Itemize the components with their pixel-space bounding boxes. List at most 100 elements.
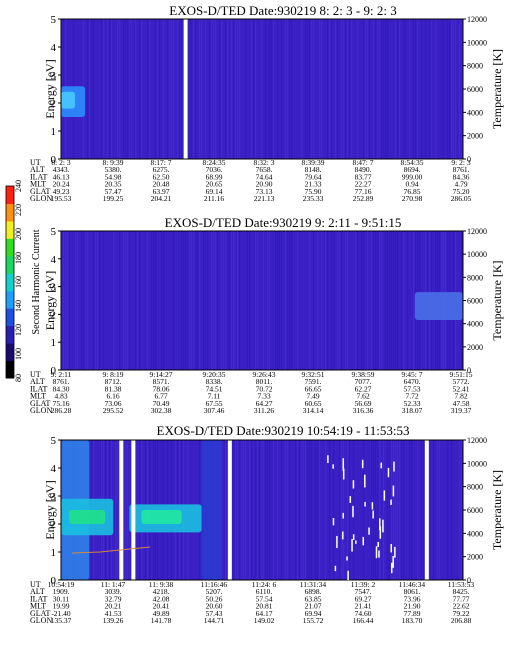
texture-streak — [459, 440, 461, 580]
noise-streak — [390, 562, 393, 574]
texture-streak — [237, 231, 239, 370]
ephemeris-row-label: MLT — [30, 602, 46, 611]
texture-streak — [373, 19, 375, 159]
texture-streak — [163, 19, 165, 159]
ephemeris-value: 74.60 — [355, 609, 372, 618]
texture-streak — [241, 231, 243, 370]
texture-streak — [99, 19, 101, 159]
texture-streak — [341, 440, 343, 580]
texture-streak — [443, 440, 445, 580]
ephemeris-value: 166.44 — [353, 616, 374, 625]
texture-streak — [93, 19, 95, 159]
temperature-axis-label: Temperature [K] — [490, 260, 504, 340]
energy-tick-label: 1 — [51, 547, 57, 559]
ephemeris-value: 54.98 — [105, 172, 122, 181]
ephemeris-value: 9:20:35 — [203, 370, 226, 379]
texture-streak — [169, 19, 171, 159]
texture-streak — [431, 440, 433, 580]
noise-streak — [364, 501, 366, 507]
texture-streak — [397, 19, 399, 159]
texture-streak — [253, 440, 255, 580]
texture-streak — [155, 19, 157, 159]
texture-streak — [359, 19, 361, 159]
texture-streak — [365, 231, 367, 370]
ephemeris-value: 139.26 — [103, 616, 124, 625]
texture-streak — [425, 19, 427, 159]
noise-streak — [378, 550, 380, 558]
texture-streak — [279, 231, 281, 370]
ephemeris-row-label: GLON — [30, 616, 52, 625]
texture-streak — [107, 19, 109, 159]
ephemeris-value: 144.71 — [204, 616, 225, 625]
ephemeris-value: 8148. — [305, 165, 322, 174]
texture-streak — [419, 440, 421, 580]
texture-streak — [221, 19, 223, 159]
texture-streak — [211, 231, 213, 370]
texture-streak — [263, 440, 265, 580]
texture-streak — [253, 19, 255, 159]
ephemeris-value: 57.54 — [256, 594, 273, 603]
ephemeris-value: 32.79 — [105, 594, 122, 603]
ephemeris-row-label: ILAT — [30, 172, 47, 181]
ephemeris-value: 8761. — [53, 377, 70, 386]
texture-streak — [201, 19, 203, 159]
texture-streak — [113, 440, 115, 580]
colorbar-segment — [6, 308, 14, 327]
texture-streak — [283, 19, 285, 159]
texture-streak — [113, 19, 115, 159]
ephemeris-value: 77.77 — [453, 594, 470, 603]
texture-streak — [257, 231, 259, 370]
ephemeris-value: 9:38:59 — [352, 370, 375, 379]
noise-streak — [390, 543, 392, 553]
texture-streak — [297, 19, 299, 159]
texture-streak — [427, 19, 429, 159]
spectral-feature — [61, 91, 76, 109]
texture-streak — [119, 19, 121, 159]
texture-streak — [67, 231, 69, 370]
ephemeris-row-label: UT — [30, 370, 41, 379]
ephemeris-value: 81.38 — [105, 384, 122, 393]
ephemeris-value: 7.82 — [454, 392, 467, 401]
colorbar-frame — [5, 185, 15, 379]
texture-streak — [407, 231, 409, 370]
texture-streak — [363, 440, 365, 580]
ephemeris-value: 6275. — [153, 165, 170, 174]
texture-streak — [147, 231, 149, 370]
texture-streak — [287, 231, 289, 370]
texture-streak — [381, 440, 383, 580]
ephemeris-value: 999.00 — [402, 172, 423, 181]
texture-streak — [329, 231, 331, 370]
texture-streak — [367, 19, 369, 159]
ephemeris-value: 63.85 — [305, 594, 322, 603]
texture-streak — [249, 440, 251, 580]
texture-streak — [305, 440, 307, 580]
colorbar-tick-label: 220 — [14, 204, 23, 216]
ephemeris-value: 68.99 — [206, 172, 223, 181]
texture-streak — [267, 19, 269, 159]
texture-streak — [129, 231, 131, 370]
texture-streak — [377, 19, 379, 159]
ephemeris-value: 30.11 — [53, 594, 70, 603]
noise-streak — [371, 502, 374, 510]
texture-streak — [419, 19, 421, 159]
texture-streak — [371, 440, 373, 580]
ephemeris-value: 7036. — [206, 165, 223, 174]
colorbar-label: Second Harmonic Current — [31, 229, 42, 334]
ephemeris-value: 46.13 — [53, 172, 70, 181]
texture-streak — [107, 231, 109, 370]
noise-streak — [392, 555, 394, 568]
texture-streak — [343, 231, 345, 370]
texture-streak — [209, 19, 211, 159]
noise-streak — [362, 536, 365, 546]
ephemeris-value: 5772. — [453, 377, 470, 386]
texture-streak — [147, 19, 149, 159]
ephemeris-value: 79.22 — [453, 609, 470, 618]
ephemeris-value: 52.41 — [453, 384, 470, 393]
texture-streak — [301, 440, 303, 580]
texture-streak — [307, 19, 309, 159]
ephemeris-value: 4343. — [53, 165, 70, 174]
texture-streak — [245, 19, 247, 159]
texture-streak — [139, 19, 141, 159]
texture-streak — [289, 440, 291, 580]
texture-streak — [195, 231, 197, 370]
